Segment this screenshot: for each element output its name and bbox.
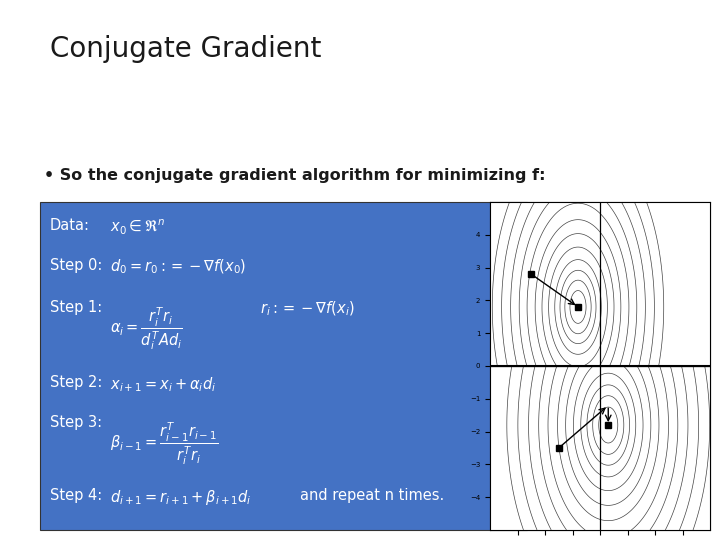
Text: $x_0 \in \mathfrak{R}^n$: $x_0 \in \mathfrak{R}^n$ [110, 218, 165, 237]
Text: Step 1:: Step 1: [50, 300, 102, 315]
Text: $\alpha_i = \dfrac{r_i^T r_i}{d_i^T A d_i}$: $\alpha_i = \dfrac{r_i^T r_i}{d_i^T A d_… [110, 305, 183, 352]
Text: Step 4:: Step 4: [50, 488, 102, 503]
Text: Conjugate Gradient: Conjugate Gradient [50, 35, 321, 63]
Text: • So the conjugate gradient algorithm for minimizing f:: • So the conjugate gradient algorithm fo… [44, 168, 546, 183]
Text: Step 3:: Step 3: [50, 415, 102, 430]
Bar [490, 202, 710, 530]
Text: $d_0 = r_0 := -\nabla f(x_0)$: $d_0 = r_0 := -\nabla f(x_0)$ [110, 258, 246, 276]
Text: $d_{i+1} = r_{i+1} + \beta_{i+1} d_i$: $d_{i+1} = r_{i+1} + \beta_{i+1} d_i$ [110, 488, 252, 507]
Text: and repeat n times.: and repeat n times. [300, 488, 444, 503]
Text: $x_{i+1} = x_i + \alpha_i d_i$: $x_{i+1} = x_i + \alpha_i d_i$ [110, 375, 216, 394]
Text: Step 0:: Step 0: [50, 258, 102, 273]
Text: $\beta_{i-1} = \dfrac{r_{i-1}^T r_{i-1}}{r_i^T r_i}$: $\beta_{i-1} = \dfrac{r_{i-1}^T r_{i-1}}… [110, 420, 218, 467]
Text: Step 2:: Step 2: [50, 375, 102, 390]
Text: Data:: Data: [50, 218, 90, 233]
Bar [40, 202, 527, 530]
Text: $r_i := -\nabla f(x_i)$: $r_i := -\nabla f(x_i)$ [260, 300, 355, 319]
